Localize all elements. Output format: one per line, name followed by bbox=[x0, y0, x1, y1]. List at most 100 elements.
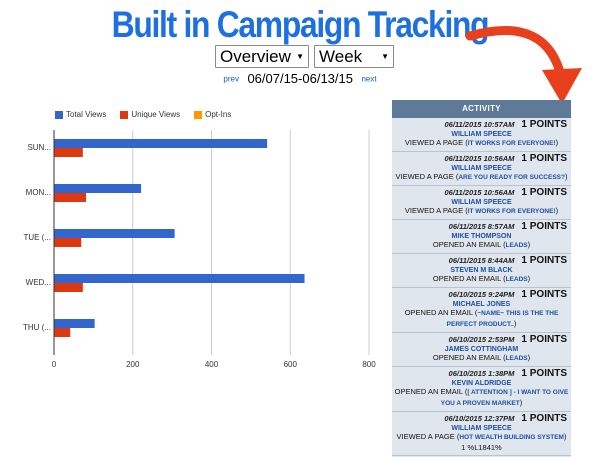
period-select[interactable]: Week ▼ bbox=[314, 45, 394, 68]
entry-contact-name[interactable]: WILLIAM SPEECE bbox=[451, 131, 512, 138]
entry-contact-name[interactable]: WILLIAM SPEECE bbox=[451, 199, 512, 206]
activity-header: ACTIVITY bbox=[392, 100, 571, 118]
chart-legend: Total Views Unique Views Opt-Ins bbox=[55, 110, 231, 119]
entry-action: VIEWED A PAGE (ARE YOU READY FOR SUCCESS… bbox=[394, 172, 569, 183]
x-tick-label: 200 bbox=[126, 360, 140, 369]
paren-close: ) bbox=[527, 240, 531, 249]
entry-action-text: OPENED AN EMAIL bbox=[394, 387, 463, 396]
page-title: Built in Campaign Tracking bbox=[111, 4, 490, 45]
entry-contact-name[interactable]: WILLIAM SPEECE bbox=[451, 425, 512, 432]
y-category-label: SUN... bbox=[27, 143, 51, 152]
next-link[interactable]: next bbox=[361, 74, 377, 84]
paren-close: ) bbox=[555, 206, 559, 215]
entry-points: 1 POINTS bbox=[521, 334, 567, 345]
entry-link[interactable]: IT WORKS FOR EVERYONE! bbox=[467, 140, 556, 147]
paren-close: ) bbox=[527, 274, 531, 283]
entry-points: 1 POINTS bbox=[521, 153, 567, 164]
entry-contact-name[interactable]: KEVIN ALDRIDGE bbox=[451, 380, 512, 387]
legend-swatch bbox=[194, 110, 203, 119]
entry-contact-name[interactable]: MIKE THOMPSON bbox=[451, 233, 512, 240]
y-category-label: TUE (... bbox=[23, 233, 51, 242]
legend-swatch bbox=[55, 110, 63, 119]
chevron-down-icon: ▼ bbox=[296, 52, 304, 61]
entry-action: OPENED AN EMAIL (LEADS) bbox=[394, 240, 569, 251]
entry-action: OPENED AN EMAIL (~NAME~ THIS IS THE THE … bbox=[394, 308, 569, 330]
entry-action: VIEWED A PAGE (HOT WEALTH BUILDING SYSTE… bbox=[394, 432, 569, 453]
entry-action-text: VIEWED A PAGE bbox=[395, 172, 454, 181]
entry-contact-name[interactable]: MICHAEL JONES bbox=[452, 301, 511, 308]
bar-total-views[interactable] bbox=[54, 184, 142, 193]
entry-top: 06/10/2015 12:37PM 1 POINTS bbox=[394, 413, 569, 424]
bar-total-views[interactable] bbox=[54, 319, 95, 328]
entry-points: 1 POINTS bbox=[521, 368, 567, 379]
entry-action: OPENED AN EMAIL ([ ATTENTION ] - I WANT … bbox=[394, 387, 569, 409]
chevron-down-icon: ▼ bbox=[381, 52, 389, 61]
entry-contact-name[interactable]: JAMES COTTINGHAM bbox=[444, 346, 519, 353]
entry-contact-name[interactable]: WILLIAM SPEECE bbox=[451, 165, 512, 172]
entry-link[interactable]: ARE YOU READY FOR SUCCESS? bbox=[458, 174, 565, 181]
legend-item[interactable]: Opt-Ins bbox=[194, 110, 231, 119]
entry-link[interactable]: LEADS bbox=[505, 355, 528, 362]
view-select[interactable]: Overview ▼ bbox=[215, 45, 309, 68]
bar-total-views[interactable] bbox=[54, 229, 175, 238]
entry-points: 1 POINTS bbox=[521, 119, 567, 130]
entry-link[interactable]: HOT WEALTH BUILDING SYSTEM bbox=[459, 434, 564, 441]
red-arrow-icon bbox=[465, 26, 582, 104]
entry-action: VIEWED A PAGE (IT WORKS FOR EVERYONE!) bbox=[394, 206, 569, 217]
bar-unique-views[interactable] bbox=[54, 283, 83, 292]
entry-link[interactable]: LEADS bbox=[505, 276, 528, 283]
activity-entry: 06/11/2015 10:56AM 1 POINTS WILLIAM SPEECE… bbox=[392, 186, 571, 220]
entry-top: 06/11/2015 10:57AM 1 POINTS bbox=[394, 119, 569, 130]
entry-link[interactable]: ~NAME~ THIS IS THE THE PERFECT PRODUCT.. bbox=[446, 310, 559, 328]
legend-swatch bbox=[120, 110, 129, 119]
entry-contact-name[interactable]: STEVEN M BLACK bbox=[450, 267, 513, 274]
entry-action-text: VIEWED A PAGE bbox=[404, 206, 464, 215]
legend-item[interactable]: Total Views bbox=[55, 110, 106, 119]
paren-close: ) bbox=[527, 353, 531, 362]
views-bar-chart: Total Views Unique Views Opt-Ins 0 200 400 60… bbox=[0, 100, 385, 457]
legend-label: Total Views bbox=[66, 110, 107, 119]
paren-open: ( bbox=[503, 353, 506, 362]
bar-total-views[interactable] bbox=[54, 139, 268, 148]
x-tick-label: 400 bbox=[205, 360, 219, 369]
entry-date: 06/11/2015 10:56AM bbox=[444, 188, 515, 197]
entry-action-text: VIEWED A PAGE bbox=[404, 138, 464, 147]
entry-date: 06/11/2015 10:56AM bbox=[444, 154, 515, 163]
entry-link[interactable]: LEADS bbox=[505, 242, 528, 249]
entry-date: 06/10/2015 12:37PM bbox=[444, 414, 515, 423]
paren-close: ) bbox=[519, 398, 523, 407]
activity-entry: 06/11/2015 8:44AM 1 POINTS STEVEN M BLACK O… bbox=[392, 254, 571, 288]
bar-total-views[interactable] bbox=[54, 274, 305, 283]
legend-item[interactable]: Unique Views bbox=[120, 110, 180, 119]
bar-unique-views[interactable] bbox=[54, 148, 83, 157]
bar-unique-views[interactable] bbox=[54, 328, 71, 337]
bar-unique-views[interactable] bbox=[54, 193, 87, 202]
entry-top: 06/11/2015 10:56AM 1 POINTS bbox=[394, 187, 569, 198]
paren-close: ) bbox=[513, 319, 517, 328]
date-range-text: 06/07/15-06/13/15 bbox=[247, 71, 353, 87]
y-category-label: WED... bbox=[26, 278, 51, 287]
entry-link[interactable]: IT WORKS FOR EVERYONE! bbox=[467, 208, 556, 215]
entry-link[interactable]: [ ATTENTION ] - I WANT TO GIVE YOU A PRO… bbox=[440, 389, 569, 407]
period-select-value: Week bbox=[319, 46, 363, 66]
prev-link[interactable]: prev bbox=[223, 74, 239, 84]
activity-entry: 06/11/2015 10:57AM 1 POINTS WILLIAM SPEECE… bbox=[392, 118, 571, 152]
paren-open: ( bbox=[503, 274, 506, 283]
entry-action-text: OPENED AN EMAIL bbox=[432, 274, 501, 283]
activity-entry: 06/10/2015 12:37PM 1 POINTS WILLIAM SPEECE… bbox=[392, 412, 571, 456]
entry-suffix: 1 %L1841% bbox=[461, 443, 502, 452]
entry-top: 06/10/2015 9:24PM 1 POINTS bbox=[394, 289, 569, 300]
entry-action-text: OPENED AN EMAIL bbox=[404, 308, 473, 317]
entry-action: OPENED AN EMAIL (LEADS) bbox=[394, 274, 569, 285]
activity-entry: 06/10/2015 2:53PM 1 POINTS JAMES COTTINGHA… bbox=[392, 333, 571, 367]
paren-close: ) bbox=[563, 432, 567, 441]
paren-open: ( bbox=[455, 172, 459, 181]
entry-date: 06/10/2015 2:53PM bbox=[448, 335, 515, 344]
bar-unique-views[interactable] bbox=[54, 238, 82, 247]
activity-entry: 06/10/2015 1:38PM 1 POINTS KEVIN ALDRIDGE O… bbox=[392, 367, 571, 412]
entry-date: 06/11/2015 8:57AM bbox=[448, 222, 515, 231]
entry-date: 06/10/2015 9:24PM bbox=[448, 290, 515, 299]
entry-date: 06/11/2015 8:44AM bbox=[448, 256, 515, 265]
view-select-value: Overview bbox=[220, 46, 291, 66]
